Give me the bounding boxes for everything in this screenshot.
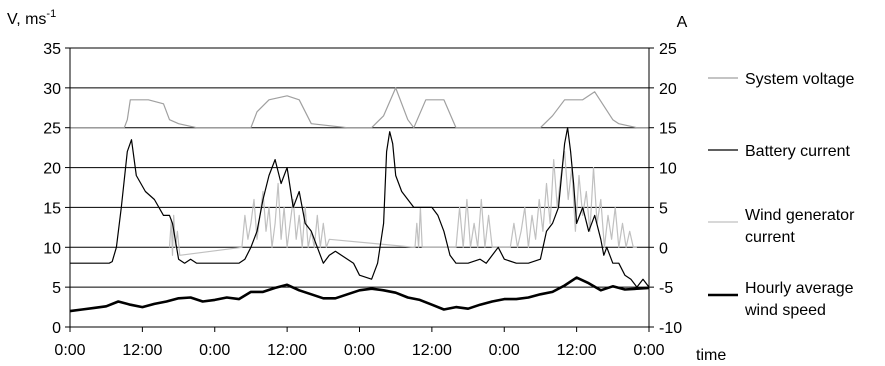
x-tick-label: 12:00	[412, 342, 452, 359]
x-axis-title: time	[696, 347, 726, 364]
right-tick-label: 0	[659, 240, 668, 257]
right-tick-label: 15	[659, 121, 677, 138]
series-line-system-voltage	[70, 87, 649, 129]
right-tick-label: 5	[659, 200, 668, 217]
right-tick-label: -5	[659, 280, 673, 297]
left-tick-label: 0	[52, 320, 61, 337]
x-tick-label: 0:00	[54, 342, 85, 359]
legend-label: Wind generator	[745, 207, 855, 224]
left-tick-label: 20	[43, 161, 61, 178]
right-tick-label: 25	[659, 41, 677, 58]
legend-label: Hourly average	[745, 280, 854, 297]
left-tick-label: 30	[43, 81, 61, 98]
x-tick-label: 0:00	[344, 342, 375, 359]
left-tick-label: 5	[52, 280, 61, 297]
left-tick-label: 15	[43, 200, 61, 217]
x-tick-label: 0:00	[489, 342, 520, 359]
x-axis: 0:00 12:00 0:00 12:00 0:00 12:00 0:00 12:00 0:00	[54, 327, 665, 359]
right-axis-title: A	[677, 14, 688, 31]
series-layer	[69, 87, 650, 313]
legend-label: Battery current	[745, 143, 850, 160]
legend-label: current	[745, 229, 795, 246]
right-tick-label: -10	[659, 320, 682, 337]
x-tick-label: 12:00	[267, 342, 307, 359]
left-tick-label: 10	[43, 240, 61, 257]
right-axis: -10 -5 0 5 10 15 20 25	[649, 41, 682, 337]
left-tick-label: 35	[43, 41, 61, 58]
x-tick-label: 12:00	[557, 342, 597, 359]
x-tick-label: 0:00	[199, 342, 230, 359]
right-tick-label: 10	[659, 161, 677, 178]
legend-label: wind speed	[744, 302, 826, 319]
left-axis-title: V, ms-1	[7, 8, 56, 28]
series-line-battery-current	[70, 127, 650, 288]
series-line-hourly-average-wind-speed	[69, 276, 650, 313]
right-tick-label: 20	[659, 81, 677, 98]
legend-label: System voltage	[745, 71, 854, 88]
x-tick-label: 0:00	[633, 342, 664, 359]
x-tick-label: 12:00	[122, 342, 162, 359]
legend: System voltage Battery current Wind genera…	[708, 71, 855, 319]
series-line-wind-generator-current	[168, 151, 637, 256]
left-tick-label: 25	[43, 121, 61, 138]
plot-frame	[69, 47, 650, 328]
left-axis: 0 5 10 15 20 25 30 35	[43, 41, 70, 337]
